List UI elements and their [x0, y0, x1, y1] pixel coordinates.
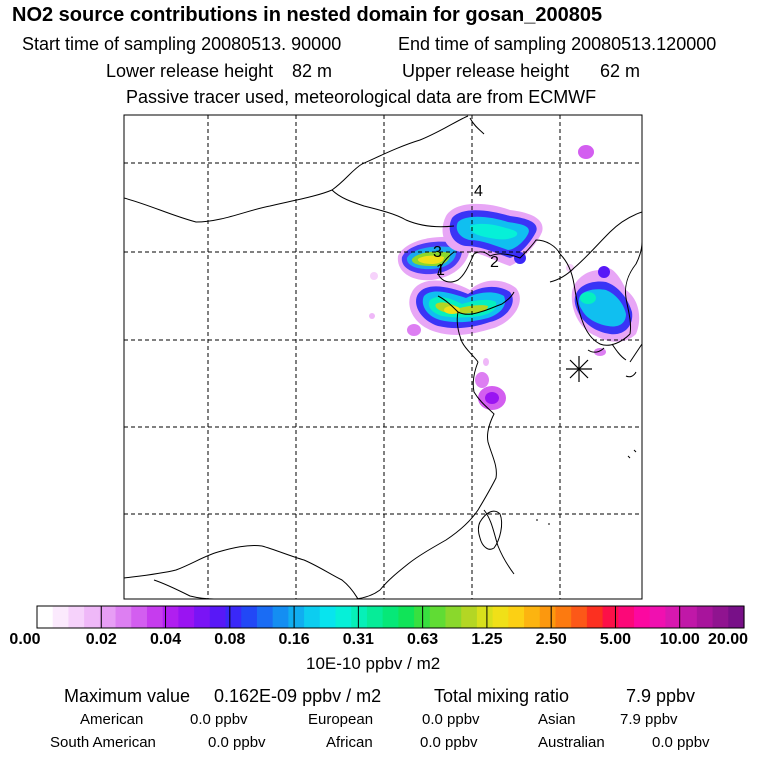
end-time-label: End time of sampling 20080513.120000 — [398, 34, 717, 54]
colorbar-tick-label: 1.25 — [471, 631, 503, 648]
region-value-south-american: 0.0 ppbv — [208, 734, 266, 751]
colorbar-tick-label: 0.00 — [9, 631, 41, 648]
colorbar-tick-label: 0.08 — [214, 631, 246, 648]
receptor-asterisk-icon — [566, 356, 592, 382]
map-frame — [123, 114, 643, 600]
plume-west — [397, 236, 471, 281]
colorbar-tick-label: 10.00 — [659, 631, 700, 648]
region-name-australian: Australian — [538, 734, 605, 751]
source-label-1: 1 — [436, 262, 445, 279]
map-background — [124, 115, 642, 599]
colorbar-tick-label: 2.50 — [535, 631, 567, 648]
upper-release-value: 62 m — [600, 61, 641, 81]
colorbar-units: 10E-10 ppbv / m2 — [306, 654, 441, 673]
source-label-4: 4 — [474, 183, 483, 200]
plume-central — [409, 280, 520, 335]
region-name-european: European — [308, 711, 374, 728]
plume-korea — [571, 267, 640, 342]
lower-release-label: Lower release height — [106, 61, 274, 81]
lower-release-value: 82 m — [292, 61, 333, 81]
colorbar-tick-label: 0.16 — [278, 631, 310, 648]
max-value-label: Maximum value — [64, 686, 191, 706]
region-name-african: African — [326, 734, 373, 751]
upper-release-label: Upper release height — [402, 61, 570, 81]
total-mixing-label: Total mixing ratio — [434, 686, 570, 706]
total-mixing-value: 7.9 ppbv — [626, 686, 696, 706]
region-value-asian: 7.9 ppbv — [620, 711, 678, 728]
chart-title: NO2 source contributions in nested domai… — [12, 4, 603, 26]
colorbar-tick-label: 5.00 — [599, 631, 632, 648]
region-value-american: 0.0 ppbv — [190, 711, 248, 728]
region-value-european: 0.0 ppbv — [422, 711, 480, 728]
colorbar-tick-label: 20.00 — [707, 631, 748, 648]
plume-north — [442, 203, 543, 266]
colorbar-tick-label: 0.31 — [342, 631, 374, 648]
tracer-note: Passive tracer used, meteorological data… — [126, 87, 597, 107]
start-time-label: Start time of sampling 20080513. 90000 — [22, 34, 342, 54]
colorbar-tick-label: 0.63 — [407, 631, 439, 648]
colorbar-tick-label: 0.04 — [149, 631, 182, 648]
region-name-asian: Asian — [538, 711, 576, 728]
colorbar-tick-label: 0.02 — [85, 631, 117, 648]
region-value-australian: 0.0 ppbv — [652, 734, 710, 751]
region-name-south-american: South American — [50, 734, 156, 751]
grid-lines — [124, 115, 642, 599]
source-label-3: 3 — [433, 244, 442, 261]
region-name-american: American — [80, 711, 144, 728]
source-label-2: 2 — [490, 254, 499, 271]
max-value: 0.162E-09 ppbv / m2 — [214, 686, 382, 706]
plume-small-patches — [369, 145, 610, 410]
region-value-african: 0.0 ppbv — [420, 734, 478, 751]
